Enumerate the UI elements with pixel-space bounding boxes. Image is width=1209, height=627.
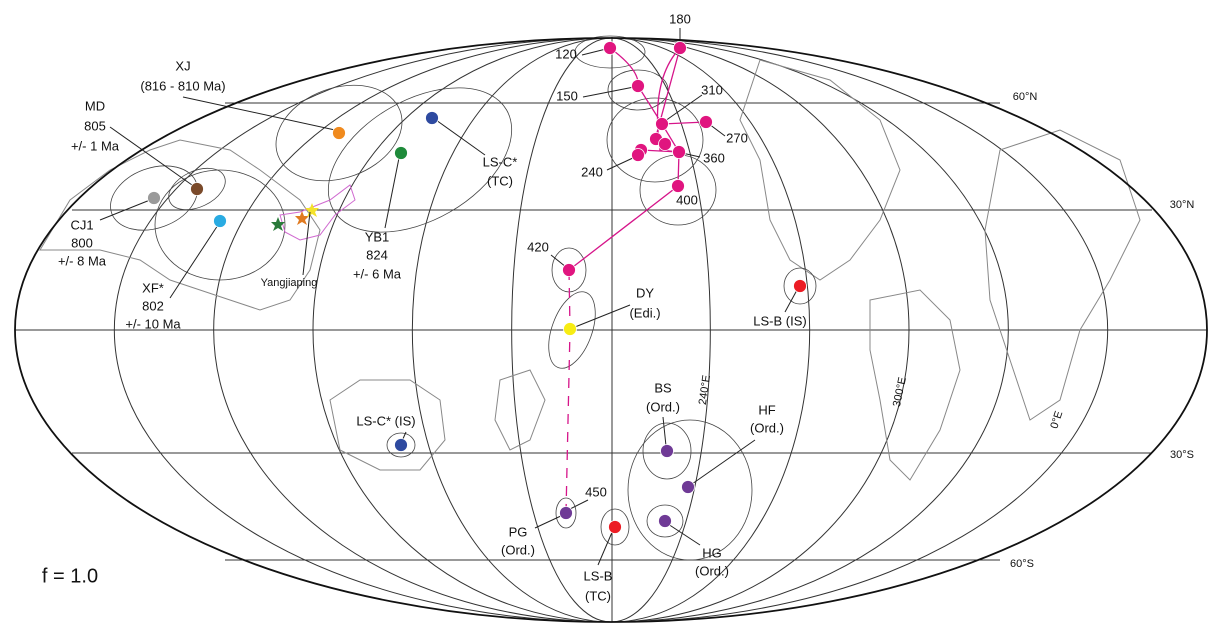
site-outline (271, 184, 356, 241)
pole-label: (Ord.) (646, 399, 680, 414)
pole-label: BS (654, 380, 672, 395)
pole-label: 800 (71, 235, 93, 250)
pole-label: HF (758, 402, 775, 417)
pole-label: HG (702, 545, 722, 560)
projection-note: f = 1.0 (42, 565, 98, 587)
labels: XJ (816 - 810 Ma) MD 805 +/- 1 Ma CJ1 80… (42, 11, 1194, 603)
pole-markers (147, 41, 807, 534)
age-label: 450 (585, 484, 607, 499)
coastlines (39, 59, 1141, 481)
pole-hg (658, 514, 672, 528)
pole-label: +/- 10 Ma (125, 316, 181, 331)
longitude-label: 300°E (891, 376, 909, 408)
pole-label: (TC) (585, 588, 611, 603)
pole-label: 805 (84, 118, 106, 133)
site-label: Yangjiaping (261, 277, 318, 289)
pole-hf (681, 480, 695, 494)
pole-label: +/- 6 Ma (353, 266, 402, 281)
pole-xj (332, 126, 346, 140)
pole-ls-c-tc (425, 111, 439, 125)
apwp-path (565, 47, 707, 514)
latitude-label: 30°S (1170, 449, 1194, 461)
pole-label: XF* (142, 280, 164, 295)
map-outline (14, 37, 1208, 623)
pole-label: LS-C* (483, 154, 518, 169)
age-label: 240 (581, 164, 603, 179)
pole-label: LS-B (584, 568, 613, 583)
pole-label: (Ord.) (501, 542, 535, 557)
age-label: 360 (703, 150, 725, 165)
age-label: 310 (701, 82, 723, 97)
pole-bs (660, 444, 674, 458)
pole-yb1 (394, 146, 408, 160)
pole-label: XJ (175, 58, 190, 73)
age-label: 150 (556, 88, 578, 103)
pole-label: (Edi.) (629, 305, 660, 320)
pole-xf (213, 214, 227, 228)
pole-label: (TC) (487, 173, 513, 188)
pole-cj1 (147, 191, 161, 205)
pole-ls-c-is (394, 438, 408, 452)
latitude-label: 30°N (1170, 199, 1195, 211)
latitude-label: 60°S (1010, 558, 1034, 570)
pole-label: (816 - 810 Ma) (140, 78, 225, 93)
pole-dy (563, 322, 577, 336)
pole-label: LS-C* (IS) (356, 413, 415, 428)
pole-label: DY (636, 285, 654, 300)
pole-label: +/- 1 Ma (71, 138, 120, 153)
leader-lines (99, 28, 798, 566)
pole-md (190, 182, 204, 196)
age-label: 120 (555, 46, 577, 61)
pole-label: 824 (366, 247, 388, 262)
pole-label: (Ord.) (695, 563, 729, 578)
age-label: 180 (669, 11, 691, 26)
age-label: 400 (676, 192, 698, 207)
age-label: 420 (527, 239, 549, 254)
pole-label: YB1 (365, 229, 390, 244)
pole-label: CJ1 (70, 217, 93, 232)
pole-label: LS-B (IS) (753, 313, 806, 328)
pole-pg (559, 506, 573, 520)
pole-label: 802 (142, 298, 164, 313)
age-label: 270 (726, 130, 748, 145)
pole-ls-b-tc (608, 520, 622, 534)
pole-label: (Ord.) (750, 420, 784, 435)
pole-ls-b-is (793, 279, 807, 293)
pole-label: MD (85, 98, 105, 113)
longitude-label: 240°E (697, 374, 713, 405)
pole-label: PG (509, 524, 528, 539)
pole-label: +/- 8 Ma (58, 253, 107, 268)
latitude-label: 60°N (1013, 91, 1038, 103)
longitude-label: 0°E (1048, 410, 1065, 431)
